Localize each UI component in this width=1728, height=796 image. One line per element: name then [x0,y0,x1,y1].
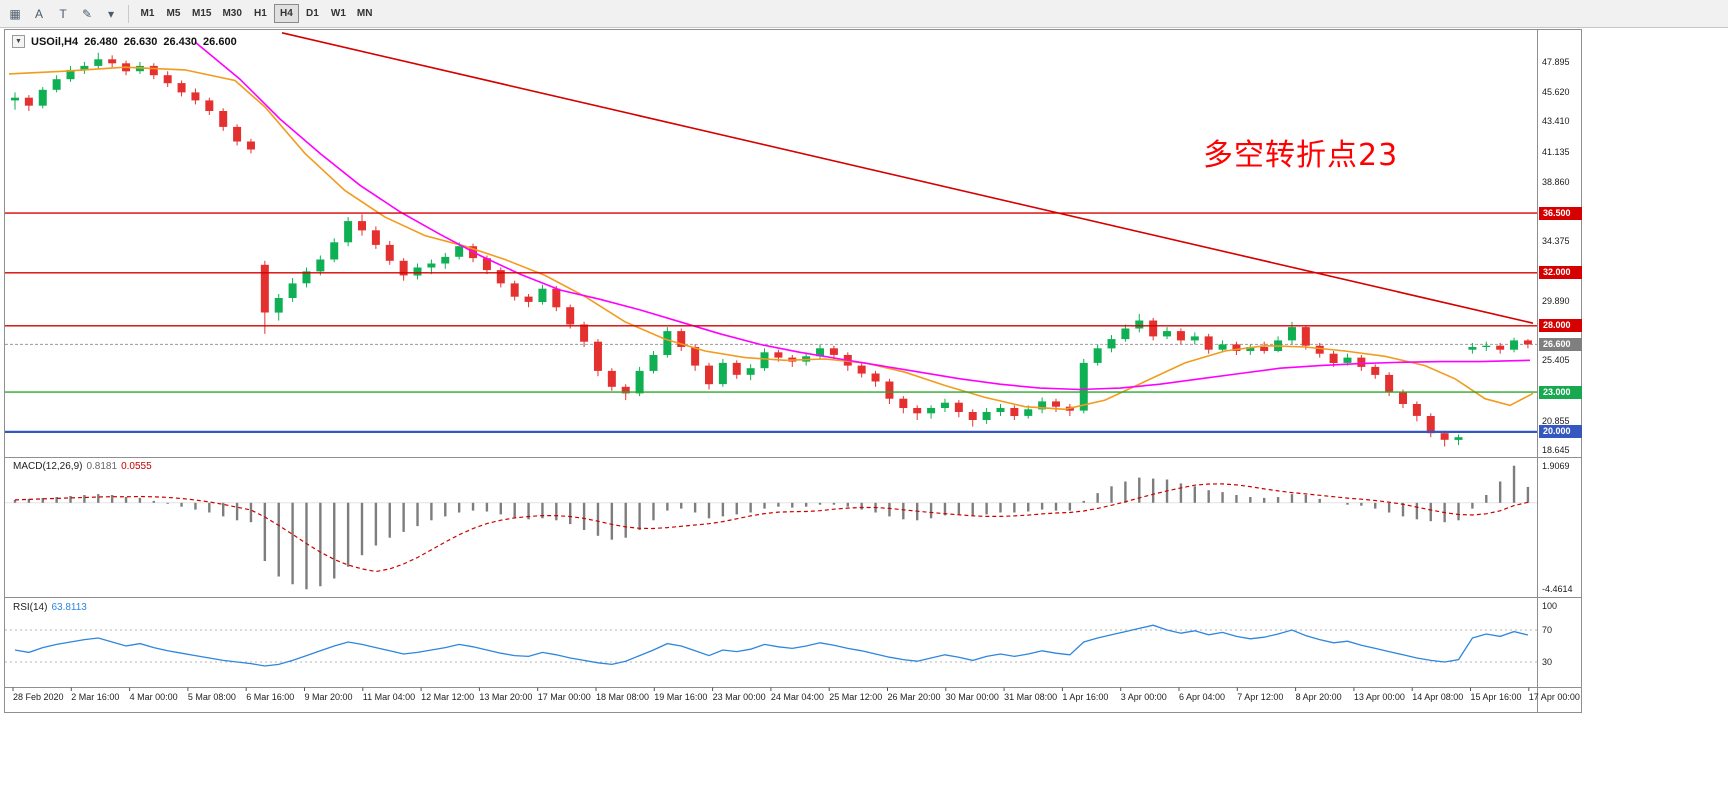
price-axis-label[interactable]: 38.860 [1542,176,1570,187]
time-axis-label[interactable]: 9 Mar 20:00 [304,692,353,702]
time-axis-label[interactable]: 30 Mar 00:00 [945,692,999,702]
time-axis-label[interactable]: 1 Apr 16:00 [1062,692,1109,702]
time-axis-label[interactable]: 17 Apr 00:00 [1528,692,1580,702]
price-chart-canvas[interactable] [5,30,1581,712]
time-axis-label[interactable]: 18 Mar 08:00 [596,692,650,702]
symbol-dropdown-icon[interactable]: ▼ [12,35,25,48]
time-axis-label[interactable]: 13 Mar 20:00 [479,692,533,702]
rsi-axis-label: 100 [1542,601,1558,611]
time-axis-label[interactable]: 11 Mar 04:00 [362,692,416,702]
price-axis-label[interactable]: 45.620 [1542,87,1570,98]
chart-annotation-text: 多空转折点23 [1203,138,1399,173]
price-axis-label[interactable]: 20.855 [1542,415,1570,426]
time-axis-label[interactable]: 2 Mar 16:00 [71,692,120,702]
time-axis-label[interactable]: 25 Mar 12:00 [829,692,883,702]
time-axis-label[interactable]: 19 Mar 16:00 [654,692,708,702]
windows-grid-icon[interactable]: ▦ [9,6,21,21]
time-axis-label[interactable]: 5 Mar 08:00 [187,692,236,702]
rsi-indicator-label: RSI(14) 63.8113 [13,602,87,613]
price-axis-label[interactable]: 47.895 [1542,57,1570,67]
timeframe-m1[interactable]: M1 [140,8,155,19]
price-level-tag: 28.000 [1539,319,1582,333]
time-axis-label[interactable]: 26 Mar 20:00 [887,692,941,702]
macd-indicator-label: MACD(12,26,9) 0.8181 0.0555 [13,461,152,472]
time-axis-label[interactable]: 4 Mar 00:00 [129,692,178,702]
draw-tool-icon[interactable]: ✎ [81,6,93,21]
price-axis-label[interactable]: 25.405 [1542,355,1570,366]
timeframe-m30[interactable]: M30 [222,8,242,19]
time-axis-label[interactable]: 15 Apr 16:00 [1470,692,1522,702]
toolbar-separator [128,4,129,23]
chart-high-value: 26.630 [123,35,158,48]
time-axis-label[interactable]: 23 Mar 00:00 [712,692,766,702]
chart-open-value: 26.480 [84,35,118,48]
price-level-tag: 20.000 [1539,425,1582,439]
time-axis-label[interactable]: 31 Mar 08:00 [1004,692,1058,702]
chart-symbol-period: USOil,H4 [31,35,79,48]
price-axis-label[interactable]: 43.410 [1542,116,1570,127]
timeframe-m5[interactable]: M5 [166,8,181,19]
macd-label: MACD(12,26,9) [13,461,83,472]
chart-low-value: 26.430 [163,35,198,48]
toolbar-icons: ▦ A T ✎ ▾ [4,4,122,24]
cursor-icon[interactable]: A [34,6,43,21]
timeframe-h4[interactable]: H4 [273,4,299,23]
chart-window: ▼ USOil,H4 26.480 26.630 26.430 26.600 多… [4,29,1582,713]
rsi-axis-label: 70 [1542,625,1553,635]
text-tool-icon[interactable]: T [59,6,67,21]
price-level-tag: 36.500 [1539,206,1582,220]
macd-signal-value: 0.0555 [121,461,152,472]
timeframe-group: M1 M5 M15 M30 H1 H4 D1 W1 MN [135,4,377,23]
time-axis-label[interactable]: 6 Mar 16:00 [246,692,295,702]
price-level-tag: 23.000 [1539,385,1582,399]
time-axis-label[interactable]: 17 Mar 00:00 [537,692,591,702]
price-axis-label[interactable]: 41.135 [1542,146,1570,157]
price-level-tag: 26.600 [1539,337,1582,351]
time-axis-label[interactable]: 14 Apr 08:00 [1412,692,1464,702]
timeframe-d1[interactable]: D1 [306,8,319,19]
timeframe-mn[interactable]: MN [356,8,373,19]
macd-value: 0.8181 [86,461,118,472]
time-axis-label[interactable]: 28 Feb 2020 [13,692,64,702]
time-axis-label[interactable]: 13 Apr 00:00 [1353,692,1405,702]
time-axis-label[interactable]: 6 Apr 04:00 [1179,692,1226,702]
time-axis-label[interactable]: 24 Mar 04:00 [770,692,824,702]
time-axis-label[interactable]: 3 Apr 00:00 [1120,692,1167,702]
macd-axis-label: -4.4614 [1542,584,1573,595]
chart-title: ▼ USOil,H4 26.480 26.630 26.430 26.600 [12,35,237,48]
time-axis-label[interactable]: 12 Mar 12:00 [421,692,475,702]
price-level-tag: 32.000 [1539,266,1582,280]
macd-axis-label: 1.9069 [1542,460,1570,471]
time-axis-label[interactable]: 8 Apr 20:00 [1295,692,1342,702]
price-axis-label[interactable]: 29.890 [1542,295,1570,306]
chart-close-value: 26.600 [203,35,237,48]
price-axis-label[interactable]: 34.375 [1542,236,1570,247]
rsi-label: RSI(14) [13,602,48,613]
timeframe-w1[interactable]: W1 [330,8,346,19]
price-axis-label[interactable]: 18.645 [1542,444,1570,455]
toolbar: ▦ A T ✎ ▾ M1 M5 M15 M30 H1 H4 D1 W1 MN [0,0,1728,28]
timeframe-m15[interactable]: M15 [192,8,212,19]
rsi-value: 63.8113 [51,602,87,613]
dropdown-caret-icon[interactable]: ▾ [107,6,115,21]
time-axis-label[interactable]: 7 Apr 12:00 [1237,692,1284,702]
timeframe-h1[interactable]: H1 [254,8,267,19]
rsi-axis-label: 30 [1542,657,1553,667]
